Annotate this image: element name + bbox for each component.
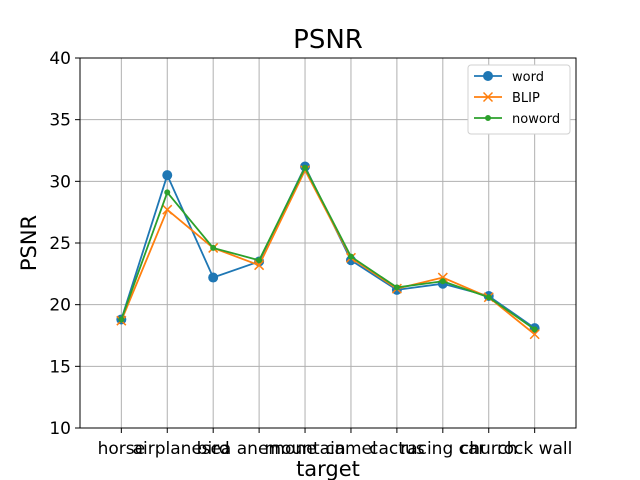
x-tick-label: airplane [133,439,202,459]
legend-frame [467,64,571,135]
data-point-blip [529,329,540,340]
data-point-word [208,272,219,283]
data-point-blip [162,204,173,215]
x-tick-label: bird [197,439,230,459]
series-word [116,161,540,334]
x-axis-label: target [296,457,360,480]
data-point-noword [256,257,263,264]
legend-label-word: word [512,70,544,85]
legend-marker-word [483,71,493,81]
data-point-noword [164,189,171,196]
legend-label-blip: BLIP [512,91,540,106]
data-point-blip [437,272,448,283]
data-point-noword [531,326,538,333]
data-point-noword [485,294,492,301]
y-tick-label: 10 [49,419,71,439]
data-point-noword [393,284,400,291]
y-tick-label: 30 [49,172,71,192]
y-tick-label: 25 [49,234,71,254]
series-noword [118,164,538,333]
x-tick-label: cactus [369,439,425,459]
data-point-noword [347,253,354,260]
series-line-blip [120,168,536,335]
data-point-noword [439,278,446,285]
x-tick-label: church [460,439,518,459]
data-point-noword [302,164,309,171]
x-tick-label: racing car [400,439,485,459]
data-point-noword [210,244,217,251]
data-point-word [162,170,173,181]
data-point-blip [254,260,265,271]
legend-label-noword: noword [512,112,560,127]
y-tick-label: 35 [49,111,71,131]
x-tick-label: rock wall [497,439,572,459]
x-tick-label: camel [325,439,377,459]
series-line-word [120,164,536,329]
legend-marker-noword [485,115,491,121]
data-point-noword [118,316,125,323]
y-tick-label: 20 [49,296,71,316]
data-series [116,161,540,340]
chart-title: PSNR [293,25,363,55]
series-blip [116,165,540,340]
series-line-noword [120,165,536,331]
y-tick-label: 15 [49,357,71,377]
y-axis-label: PSNR [17,215,41,271]
y-tick-label: 40 [49,49,71,69]
x-tick-label: horse [98,439,145,459]
x-tick-label: mountain [264,439,345,459]
x-tick-label: sea anemone [202,439,317,459]
legend: word BLIP noword [467,64,571,135]
legend-marker-blip [482,91,494,103]
